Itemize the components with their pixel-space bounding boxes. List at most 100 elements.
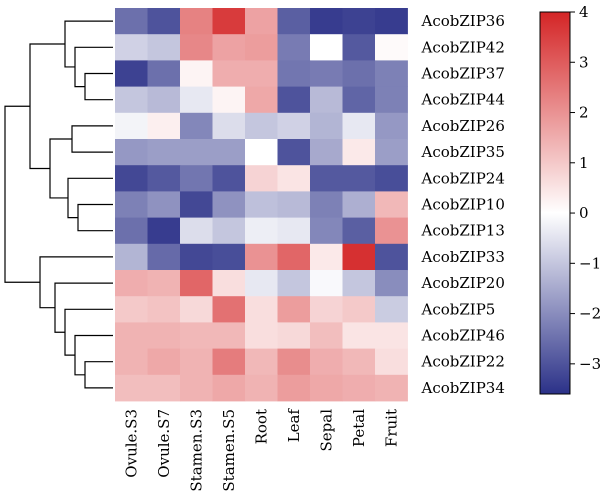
- heatmap-cell: [180, 243, 213, 271]
- heatmap-cell: [310, 86, 343, 114]
- heatmap-cell: [180, 86, 213, 114]
- heatmap-cell: [212, 348, 246, 376]
- heatmap-cell: [180, 60, 213, 87]
- dendrogram-link: [74, 334, 113, 376]
- heatmap-cell: [342, 112, 376, 140]
- heatmap-cell: [180, 139, 213, 166]
- heatmap-cell: [342, 34, 376, 61]
- heatmap-cell: [375, 86, 408, 114]
- heatmap-cell: [115, 322, 148, 349]
- colorbar-ticks: 4 3 2 1 0 −1 −2 −3: [570, 3, 600, 373]
- heatmap-cell: [115, 374, 148, 402]
- heatmap-cell: [245, 165, 278, 192]
- heatmap-cell: [310, 322, 343, 349]
- heatmap-cell: [375, 348, 408, 376]
- dendrogram-link: [71, 125, 113, 153]
- colorbar-tick-label: 1: [579, 154, 589, 172]
- heatmap-cell: [147, 243, 181, 271]
- heatmap-cell: [277, 139, 311, 166]
- heatmap-cell: [212, 217, 246, 245]
- heatmap-cell: [310, 191, 343, 218]
- heatmap-cell: [180, 217, 213, 245]
- heatmap-cell: [212, 296, 246, 323]
- heatmap-cell: [277, 296, 311, 323]
- column-label: Ovule.S3: [122, 409, 140, 478]
- heatmap-cell: [245, 86, 278, 114]
- heatmap-cell: [147, 270, 181, 297]
- heatmap-cell: [310, 296, 343, 323]
- column-labels: Ovule.S3 Ovule.S7 Stamen.S3 Stamen.S5 Root Le…: [122, 408, 400, 492]
- heatmap-cell: [147, 60, 181, 87]
- dendrogram-link: [67, 177, 113, 219]
- dendrogram-link: [74, 46, 113, 88]
- heatmap-cell: [115, 86, 148, 114]
- heatmap-cell: [245, 243, 278, 271]
- heatmap-cell: [375, 243, 408, 271]
- heatmap-cell: [277, 348, 311, 376]
- heatmap-cell: [375, 34, 408, 61]
- heatmap-cell: [277, 86, 311, 114]
- heatmap-cell: [115, 348, 148, 376]
- heatmap-cell: [180, 8, 213, 35]
- heatmap-cell: [147, 296, 181, 323]
- dendrogram-link: [64, 308, 113, 356]
- heatmap-cell: [115, 60, 148, 87]
- heatmap-cell: [147, 165, 181, 192]
- heatmap-cell: [180, 270, 213, 297]
- heatmap-cell: [277, 8, 311, 35]
- heatmap-cell: [310, 348, 343, 376]
- heatmap-cell: [375, 191, 408, 218]
- heatmap-cell: [180, 191, 213, 218]
- heatmap-cell: [180, 348, 213, 376]
- heatmap-cell: [375, 60, 408, 87]
- column-label: Root: [252, 409, 270, 444]
- heatmap-cell: [277, 322, 311, 349]
- heatmap-cell: [115, 139, 148, 166]
- heatmap-cell: [245, 34, 278, 61]
- row-label: AcobZIP24: [421, 169, 505, 187]
- heatmap-cell: [245, 296, 278, 323]
- heatmap-cell: [115, 270, 148, 297]
- colorbar-tick-label: 2: [579, 104, 589, 122]
- colorbar-tick-label: −2: [579, 305, 600, 323]
- row-label: AcobZIP26: [421, 117, 505, 135]
- heatmap-cell: [375, 8, 408, 35]
- heatmap-cell: [375, 374, 408, 402]
- heatmap-cell: [147, 86, 181, 114]
- heatmap-cell: [147, 191, 181, 218]
- column-label: Leaf: [285, 408, 303, 443]
- heatmap-cell: [115, 165, 148, 192]
- heatmap-cell: [310, 270, 343, 297]
- row-label: AcobZIP33: [421, 248, 505, 266]
- heatmap-cell: [180, 165, 213, 192]
- heatmap-cell: [375, 322, 408, 349]
- heatmap-cell: [115, 112, 148, 140]
- heatmap-cell: [375, 139, 408, 166]
- column-label: Stamen.S3: [187, 409, 205, 492]
- heatmap-cell: [375, 165, 408, 192]
- heatmap-cell: [342, 243, 376, 271]
- heatmap-cell: [277, 60, 311, 87]
- heatmap-cell: [245, 217, 278, 245]
- heatmap-cell: [375, 217, 408, 245]
- heatmap-cell: [147, 8, 181, 35]
- heatmap-cell: [342, 374, 376, 402]
- heatmap-cell: [277, 165, 311, 192]
- heatmap-cell: [277, 374, 311, 402]
- heatmap-cell: [310, 139, 343, 166]
- heatmap-cell: [342, 60, 376, 87]
- row-label: AcobZIP20: [421, 274, 505, 292]
- heatmap-cell: [277, 217, 311, 245]
- heatmap-cell: [212, 139, 246, 166]
- heatmap-cell: [342, 217, 376, 245]
- colorbar-tick-label: −3: [579, 355, 600, 373]
- heatmap-cell: [147, 139, 181, 166]
- colorbar-tick-label: 0: [579, 204, 589, 222]
- dendrogram-link: [77, 203, 113, 232]
- heatmap-cell: [342, 191, 376, 218]
- heatmap-cell: [245, 60, 278, 87]
- heatmap-cell: [212, 86, 246, 114]
- heatmap-cell: [245, 191, 278, 218]
- heatmap-cell: [115, 191, 148, 218]
